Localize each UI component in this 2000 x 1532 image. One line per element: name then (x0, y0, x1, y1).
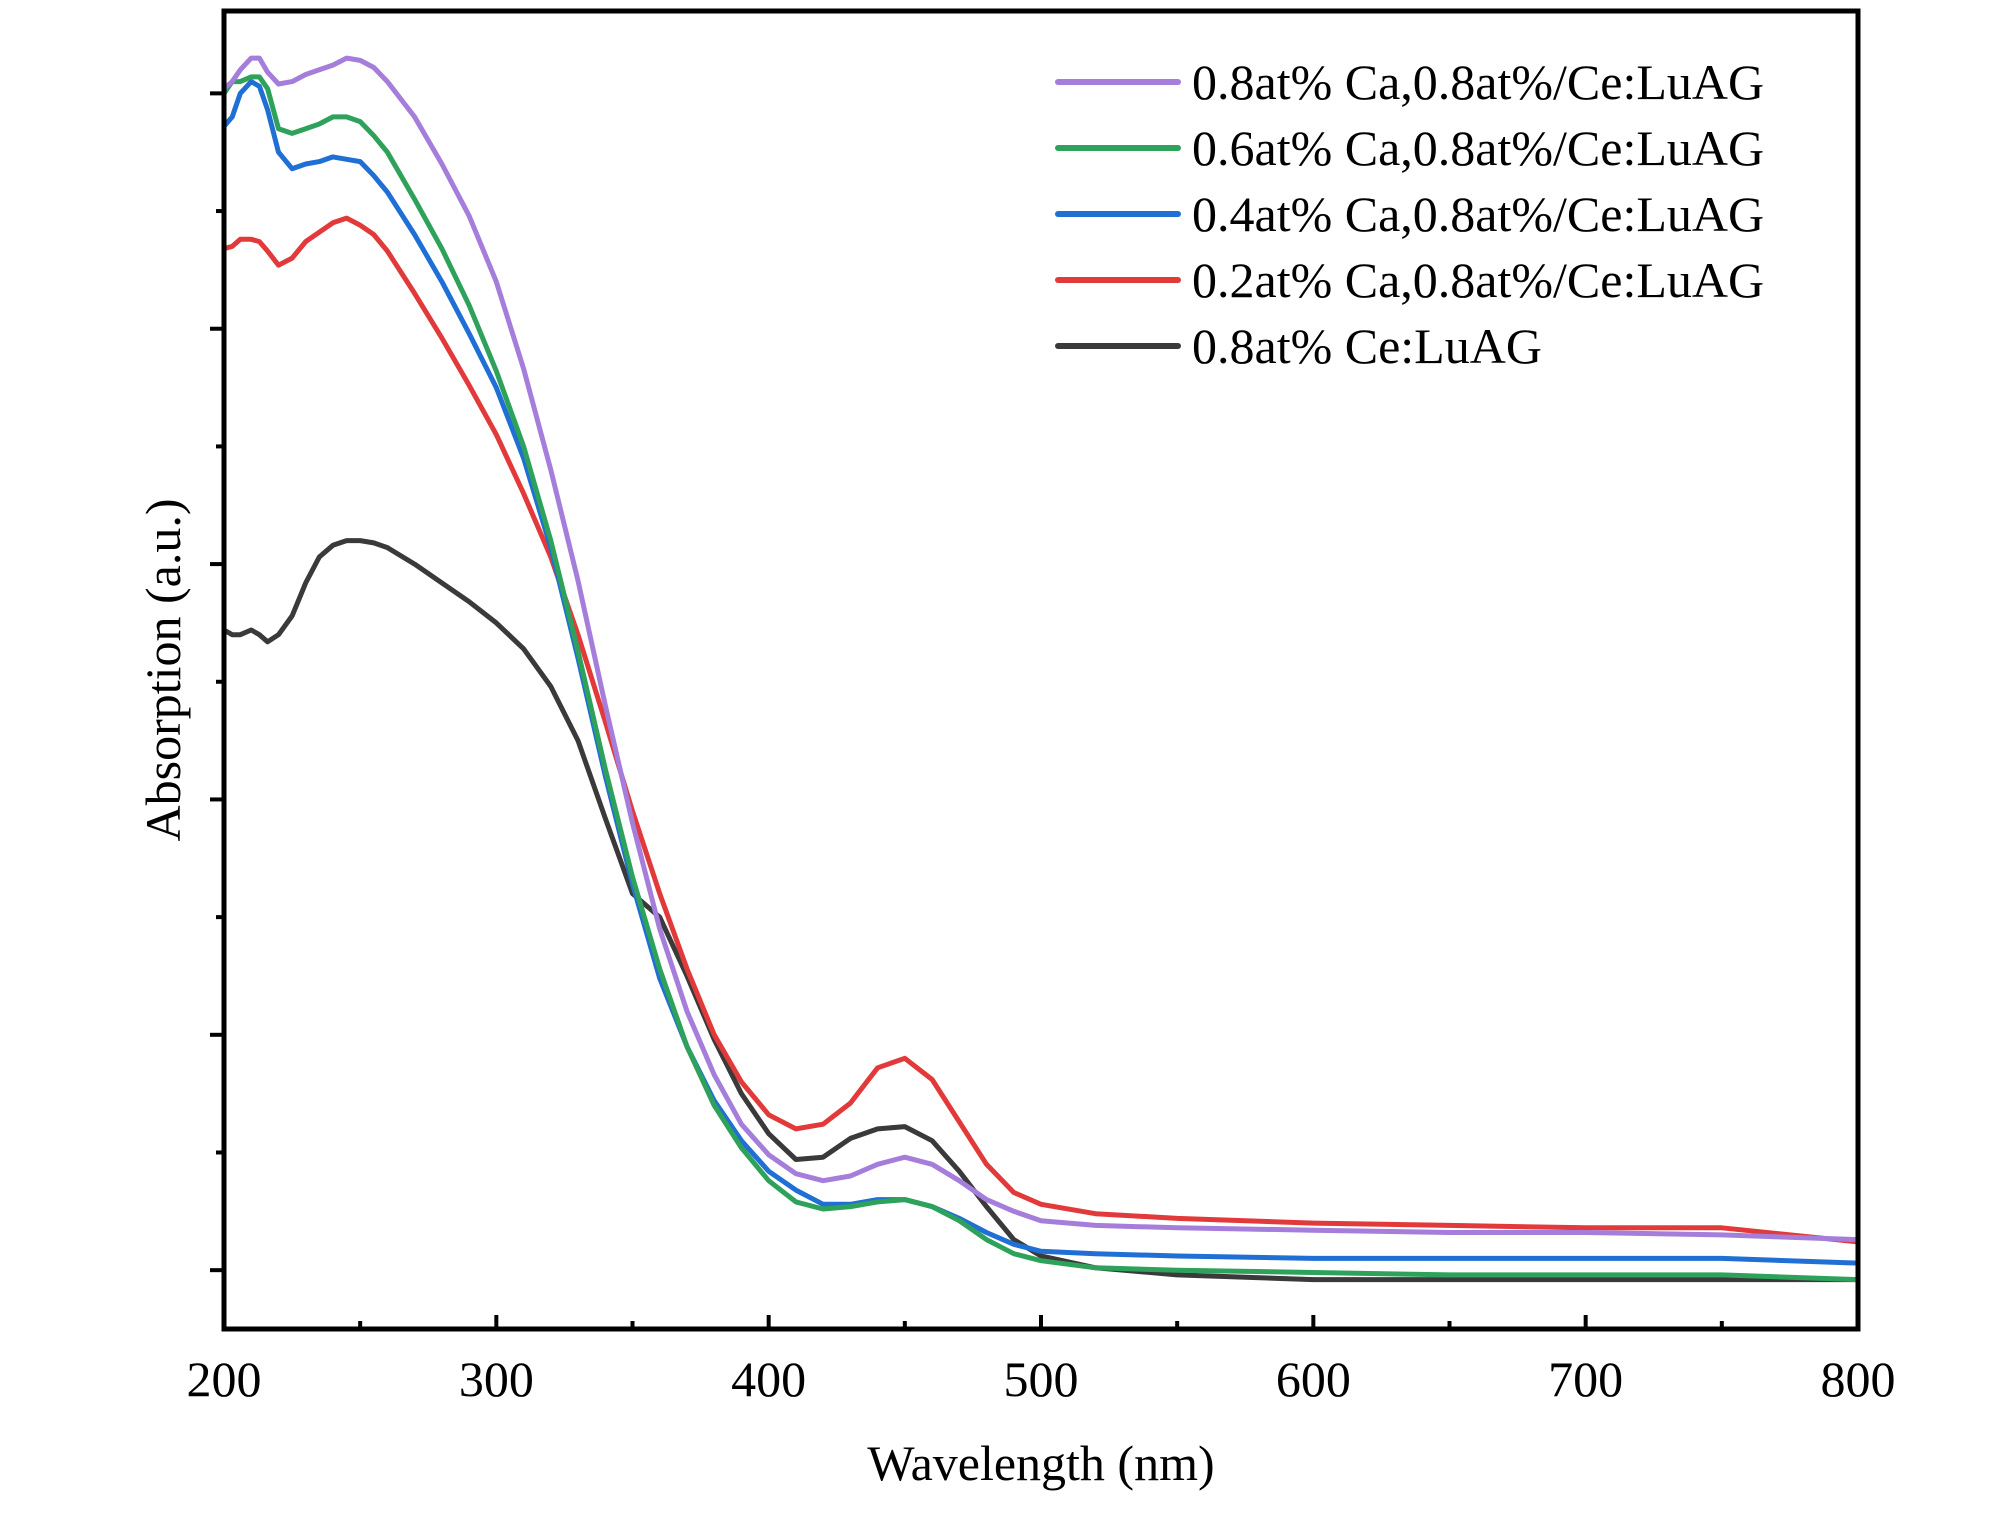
x-tick-label: 500 (1004, 1351, 1079, 1407)
x-tick-label: 200 (187, 1351, 262, 1407)
y-axis-ticks (210, 91, 224, 1273)
series-line-2 (221, 74, 1861, 1283)
legend-label-5: 0.8at% Ce:LuAG (1192, 318, 1542, 374)
legend-label-2: 0.6at% Ca,0.8at%/Ce:LuAG (1192, 120, 1764, 176)
legend-label-4: 0.2at% Ca,0.8at%/Ce:LuAG (1192, 252, 1764, 308)
x-tick-label: 400 (731, 1351, 806, 1407)
x-axis-tick-labels: 200 300 400 500 600 700 800 (187, 1351, 1896, 1407)
x-axis-title: Wavelength (nm) (867, 1435, 1214, 1491)
series-layer (221, 55, 1861, 1283)
legend-label-1: 0.8at% Ca,0.8at%/Ce:LuAG (1192, 54, 1764, 110)
series-line-1 (221, 55, 1861, 1243)
x-tick-label: 700 (1548, 1351, 1623, 1407)
legend-label-3: 0.4at% Ca,0.8at%/Ce:LuAG (1192, 186, 1764, 242)
y-axis-title: Absorption (a.u.) (135, 499, 191, 842)
legend: 0.8at% Ca,0.8at%/Ce:LuAG 0.6at% Ca,0.8at%… (1055, 54, 1764, 374)
x-tick-label: 800 (1821, 1351, 1896, 1407)
x-tick-label: 300 (459, 1351, 534, 1407)
x-tick-label: 600 (1276, 1351, 1351, 1407)
x-axis-ticks (222, 1315, 1860, 1329)
